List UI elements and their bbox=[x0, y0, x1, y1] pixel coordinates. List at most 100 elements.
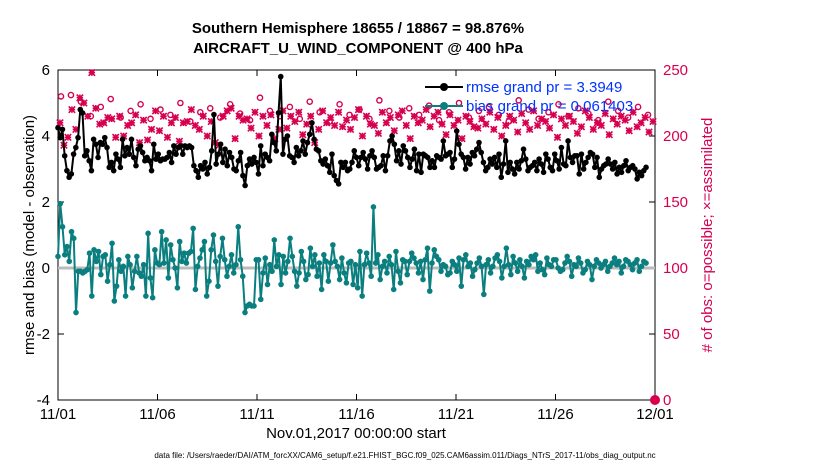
legend-rmse-marker bbox=[440, 83, 448, 91]
rmse-point bbox=[297, 148, 304, 154]
rmse-point bbox=[565, 138, 571, 144]
bias-point bbox=[451, 261, 458, 268]
obs-assimilated-marker bbox=[482, 120, 490, 128]
bias-point bbox=[532, 252, 539, 258]
rmse-point bbox=[329, 151, 335, 157]
bias-point bbox=[413, 260, 420, 266]
obs-assimilated-marker bbox=[434, 108, 442, 117]
obs-assimilated-marker bbox=[501, 121, 510, 130]
rmse-point bbox=[556, 166, 562, 172]
obs-possible-marker bbox=[256, 94, 264, 102]
bias-point bbox=[487, 270, 494, 276]
rmse-series bbox=[55, 73, 649, 189]
rmse-point bbox=[592, 164, 598, 171]
obs-assimilated-marker bbox=[155, 126, 164, 135]
bias-point bbox=[381, 258, 388, 265]
rmse-point bbox=[395, 148, 402, 154]
obs-assimilated-marker bbox=[68, 105, 76, 114]
rmse-point bbox=[164, 154, 170, 161]
bias-point bbox=[239, 273, 246, 280]
rmse-point bbox=[251, 154, 257, 161]
bias-point bbox=[379, 263, 386, 270]
rmse-point bbox=[431, 164, 438, 171]
rmse-point bbox=[543, 151, 549, 157]
obs-assimilated-marker bbox=[609, 115, 617, 123]
bias-point bbox=[458, 283, 465, 289]
bias-point bbox=[611, 255, 618, 261]
obs-assimilated-marker bbox=[306, 112, 315, 120]
rmse-point bbox=[576, 171, 583, 177]
obs-possible-marker bbox=[386, 107, 393, 115]
rmse-point bbox=[616, 164, 623, 171]
rmse-point bbox=[57, 134, 64, 141]
x-tick-label: 11/26 bbox=[537, 406, 573, 423]
bias-point bbox=[429, 260, 435, 266]
rmse-point bbox=[277, 73, 284, 80]
bias-point bbox=[460, 256, 467, 263]
rmse-point bbox=[618, 169, 625, 176]
rmse-point bbox=[217, 141, 224, 148]
obs-assimilated-marker bbox=[287, 112, 295, 120]
bias-point bbox=[88, 293, 95, 299]
bias-point bbox=[266, 261, 273, 268]
bias-point bbox=[57, 200, 64, 207]
bias-point bbox=[140, 261, 147, 268]
bias-point bbox=[61, 252, 68, 258]
rmse-point bbox=[371, 154, 378, 161]
rmse-point bbox=[623, 157, 629, 164]
rmse-point bbox=[86, 157, 92, 164]
rmse-point bbox=[304, 139, 311, 146]
bias-point bbox=[282, 270, 289, 276]
bias-point bbox=[145, 230, 151, 237]
rmse-point bbox=[179, 151, 186, 157]
bias-point bbox=[269, 268, 275, 275]
bias-point bbox=[170, 256, 176, 263]
rmse-point bbox=[295, 153, 302, 159]
bias-point bbox=[620, 263, 627, 270]
obs-assimilated-marker bbox=[545, 124, 554, 132]
bias-point bbox=[341, 270, 347, 276]
rmse-point bbox=[620, 162, 627, 169]
rmse-point bbox=[104, 144, 110, 151]
obs-possible-marker bbox=[505, 118, 513, 125]
rmse-point bbox=[531, 159, 538, 166]
bias-point bbox=[111, 298, 118, 304]
bias-point bbox=[275, 252, 282, 258]
obs-assimilated-marker bbox=[406, 134, 414, 143]
bias-point bbox=[73, 309, 79, 316]
obs-assimilated-marker bbox=[557, 115, 566, 123]
obs-assimilated-marker bbox=[358, 132, 367, 140]
obs-assimilated-marker bbox=[283, 124, 291, 132]
rmse-point bbox=[90, 136, 97, 143]
bias-point bbox=[363, 250, 370, 256]
rmse-point bbox=[68, 171, 75, 177]
rmse-point bbox=[155, 151, 162, 157]
rmse-point bbox=[338, 159, 344, 166]
obs-possible-marker bbox=[296, 115, 304, 123]
obs-possible-marker bbox=[604, 98, 612, 105]
rmse-point bbox=[302, 151, 309, 157]
obs-assimilated-marker bbox=[139, 116, 148, 124]
bias-point bbox=[107, 261, 113, 268]
obs-assimilated-marker bbox=[255, 132, 263, 140]
bias-point bbox=[573, 263, 580, 270]
rmse-point bbox=[222, 146, 228, 152]
rmse-point bbox=[88, 167, 95, 174]
obs-assimilated-marker bbox=[613, 120, 621, 128]
bias-point bbox=[411, 255, 417, 261]
obs-assimilated-marker bbox=[521, 119, 530, 127]
bias-point bbox=[167, 242, 174, 248]
obs-assimilated-marker bbox=[131, 111, 140, 119]
rmse-point bbox=[122, 153, 128, 159]
obs-assimilated-marker bbox=[649, 117, 657, 126]
obs-assimilated-marker bbox=[577, 122, 586, 131]
bias-point bbox=[634, 256, 640, 263]
obs-assimilated-marker bbox=[64, 133, 72, 142]
bias-point bbox=[316, 260, 323, 266]
rmse-point bbox=[224, 162, 231, 169]
bias-point bbox=[321, 252, 327, 258]
rmse-point bbox=[585, 154, 591, 161]
bias-point bbox=[190, 225, 196, 232]
y-axis-label-left: rmse and bias (model - observation) bbox=[21, 115, 38, 355]
